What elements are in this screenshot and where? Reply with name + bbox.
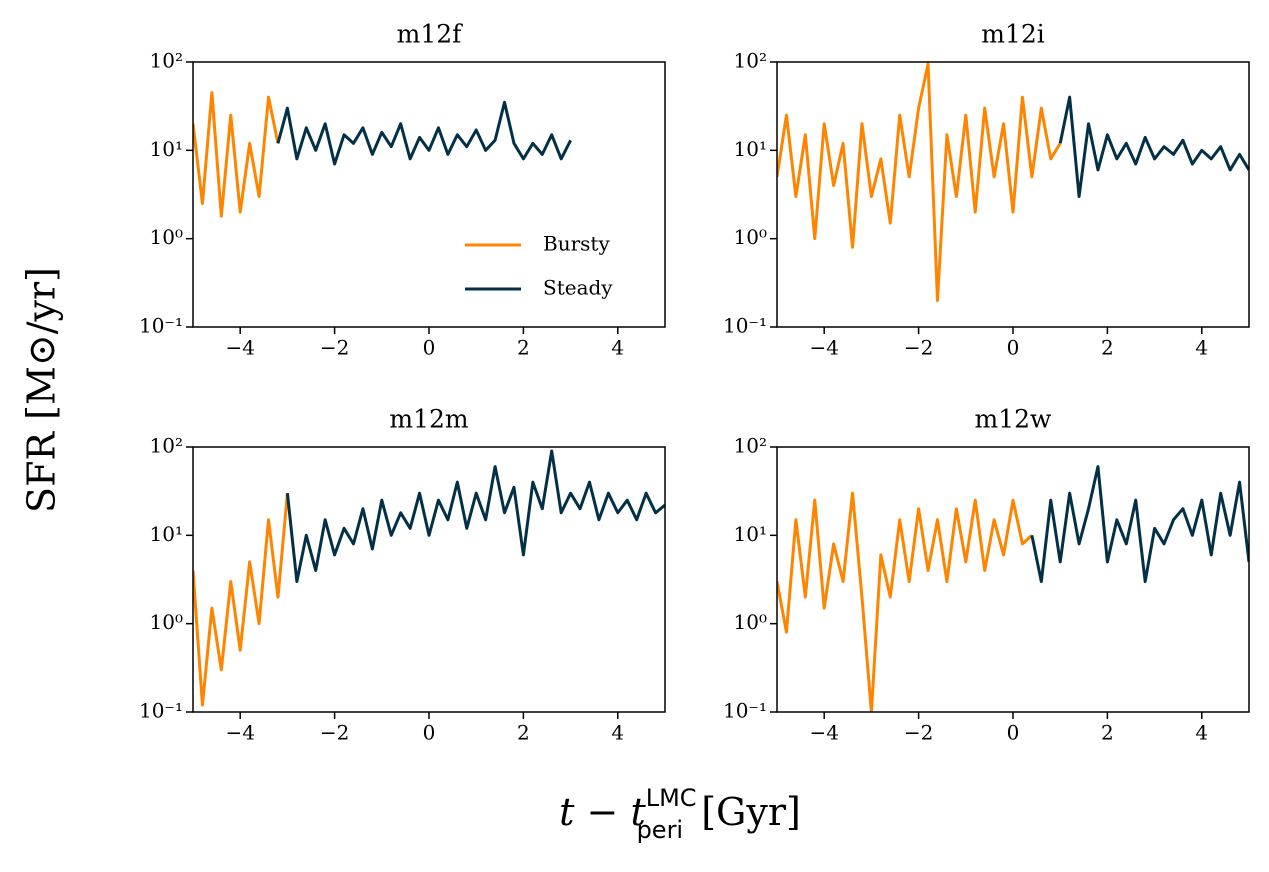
y-axis-label: SFR [M⊙/yr] [20,267,64,513]
x-label-unit: [Gyr] [689,790,801,834]
axes-frame [776,446,1250,713]
x-label-sub: peri [637,816,684,844]
x-tick-label: −4 [809,721,838,745]
x-tick-label: −2 [904,721,933,745]
x-tick-label: 0 [1007,336,1020,360]
x-tick-label: 4 [1195,721,1208,745]
y-tick-label: 10⁻¹ [139,699,183,723]
legend-label: Steady [543,276,613,300]
series-line [1030,465,1249,584]
y-tick-label: 10¹ [150,522,183,546]
y-tick-label: 10⁰ [734,610,767,634]
y-tick-label: 10⁻¹ [723,314,767,338]
panel: m12f −4 −2 0 2 4 10⁻¹ 10⁰ 10¹ 10² Bursty Steady [139,20,666,360]
y-tick-label: 10¹ [734,522,767,546]
y-tick-label: 10¹ [734,137,767,161]
x-tick-label: 0 [423,336,436,360]
series-line [285,449,665,584]
x-tick-label: 2 [1101,336,1114,360]
x-tick-label: −4 [809,336,838,360]
series-line [777,62,1062,302]
legend-label: Bursty [543,232,610,256]
x-tick-label: 4 [611,721,624,745]
panel: m12w −4 −2 0 2 4 10⁻¹ 10⁰ 10¹ 10² [723,405,1250,745]
y-tick-label: 10⁰ [150,225,183,249]
y-tick-label: 10² [150,49,183,73]
axes-frame [192,61,666,328]
y-tick-label: 10² [734,49,767,73]
x-tick-label: −4 [225,336,254,360]
x-tick-label: 0 [1007,721,1020,745]
x-tick-label: −4 [225,721,254,745]
x-label-main: t − t [559,790,646,834]
x-axis-label: t − tLMC peri [Gyr] [559,784,801,844]
x-tick-label: −2 [320,721,349,745]
panel-title: m12w [975,405,1053,434]
x-tick-label: 4 [611,336,624,360]
x-tick-label: −2 [320,336,349,360]
series-line [276,100,572,166]
x-label-sup: LMC [646,784,697,812]
series-line [1058,95,1249,199]
x-tick-label: 0 [423,721,436,745]
y-tick-label: 10⁰ [734,225,767,249]
panel-title: m12f [397,20,464,49]
panel: m12m −4 −2 0 2 4 10⁻¹ 10⁰ 10¹ 10² [139,405,666,745]
y-tick-label: 10² [150,434,183,458]
series-line [193,493,289,707]
x-tick-label: 4 [1195,336,1208,360]
panel-title: m12m [389,405,469,434]
y-tick-label: 10⁻¹ [139,314,183,338]
panel-title: m12i [981,20,1045,49]
y-tick-label: 10⁰ [150,610,183,634]
y-tick-label: 10² [734,434,767,458]
x-tick-label: 2 [517,336,530,360]
panel: m12i −4 −2 0 2 4 10⁻¹ 10⁰ 10¹ 10² [723,20,1250,360]
x-tick-label: −2 [904,336,933,360]
x-tick-label: 2 [517,721,530,745]
axes-frame [776,61,1250,328]
y-tick-label: 10¹ [150,137,183,161]
x-tick-label: 2 [1101,721,1114,745]
series-line [193,91,280,218]
series-line [777,491,1033,712]
y-tick-label: 10⁻¹ [723,699,767,723]
axes-frame [192,446,666,713]
